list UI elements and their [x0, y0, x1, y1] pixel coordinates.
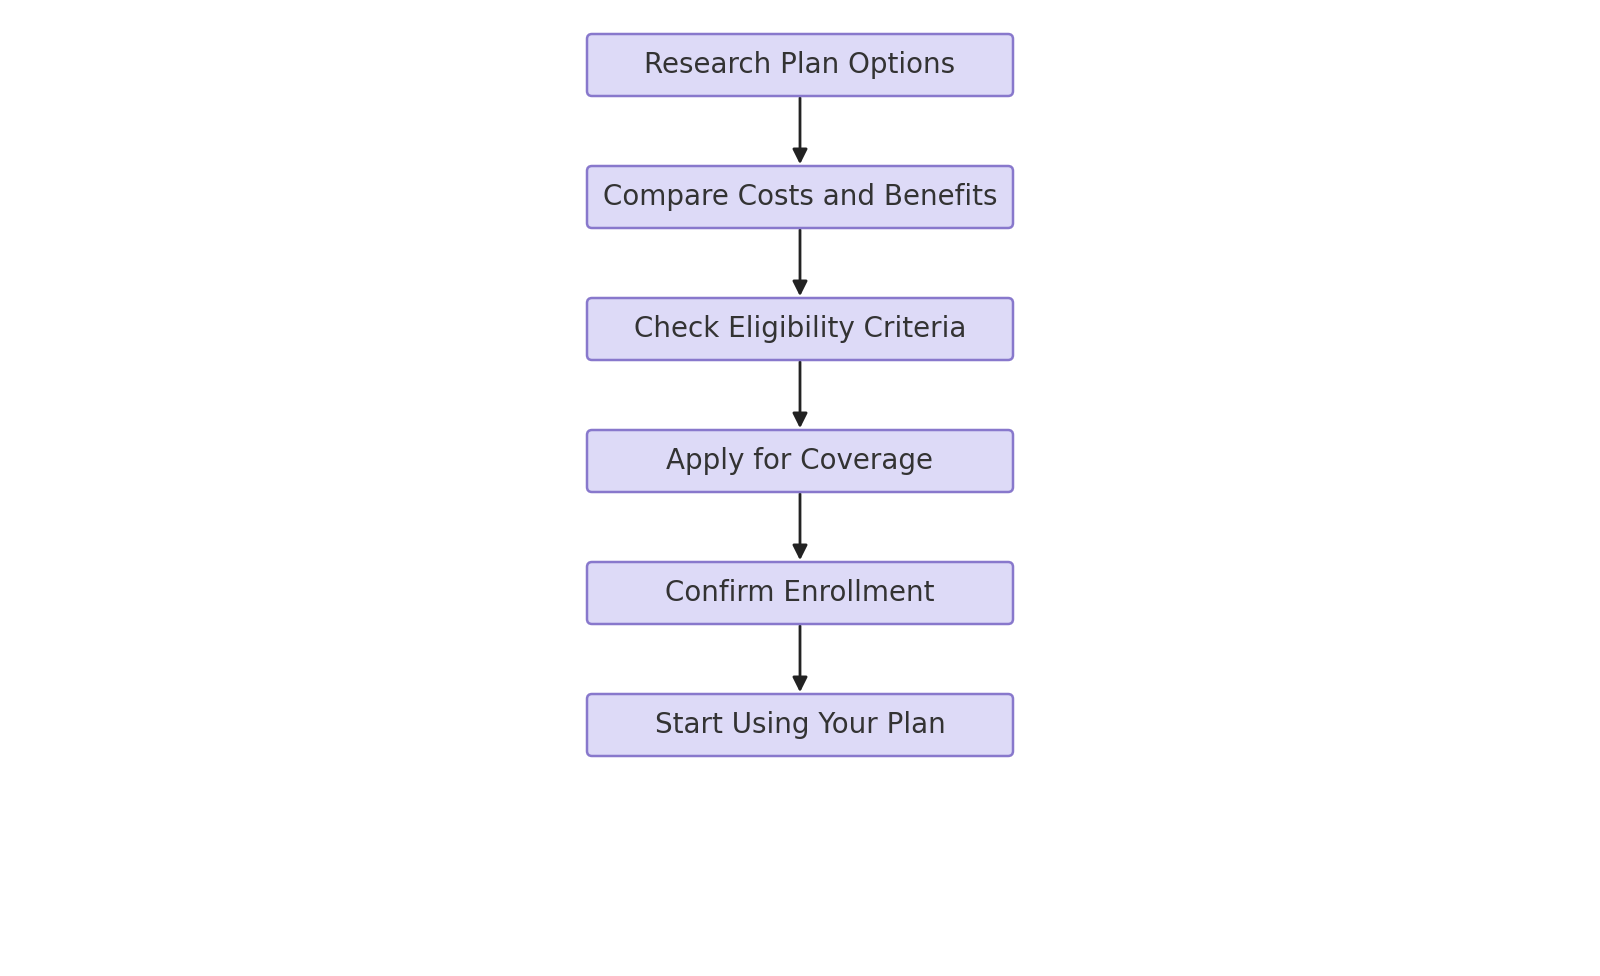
Text: Compare Costs and Benefits: Compare Costs and Benefits: [603, 183, 997, 211]
Text: Check Eligibility Criteria: Check Eligibility Criteria: [634, 315, 966, 343]
FancyBboxPatch shape: [587, 562, 1013, 624]
Text: Confirm Enrollment: Confirm Enrollment: [666, 579, 934, 607]
Text: Start Using Your Plan: Start Using Your Plan: [654, 711, 946, 739]
FancyBboxPatch shape: [587, 298, 1013, 360]
Text: Apply for Coverage: Apply for Coverage: [667, 447, 933, 475]
FancyBboxPatch shape: [587, 694, 1013, 756]
FancyBboxPatch shape: [587, 166, 1013, 228]
FancyBboxPatch shape: [587, 430, 1013, 492]
FancyBboxPatch shape: [587, 34, 1013, 96]
Text: Research Plan Options: Research Plan Options: [645, 51, 955, 79]
